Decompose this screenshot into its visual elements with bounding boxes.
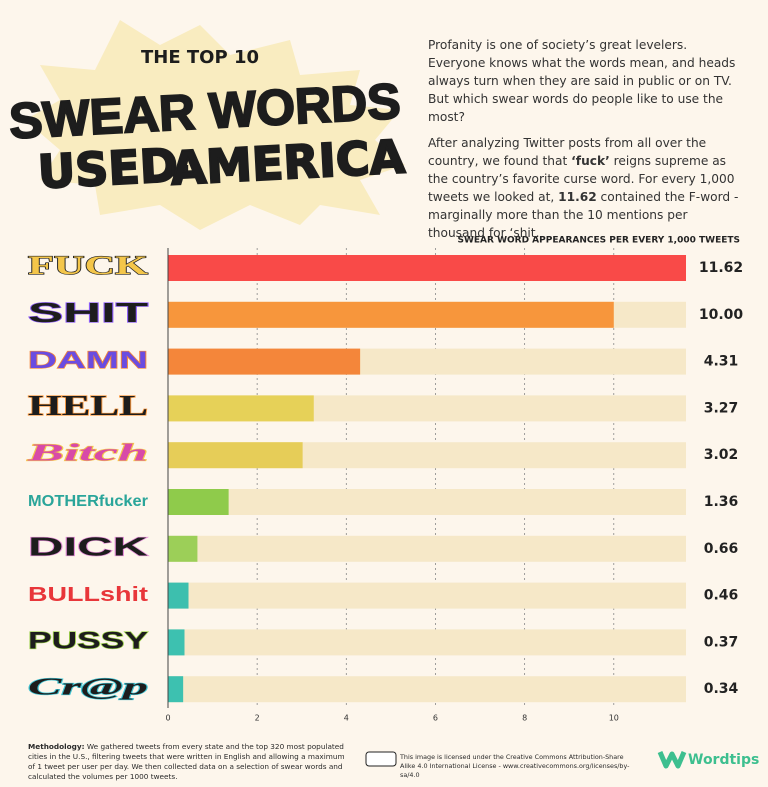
value-label: 4.31 (704, 354, 739, 370)
value-label: 3.02 (704, 447, 739, 463)
cc-badge (365, 751, 397, 767)
x-tick-label: 4 (344, 714, 349, 723)
brand: Wordtips (688, 752, 759, 768)
title-word: USED (36, 138, 179, 199)
bar (168, 255, 686, 281)
bar (168, 301, 614, 328)
bar (168, 348, 361, 375)
category-label: DICK (28, 532, 148, 562)
paragraph: Profanity is one of society’s great leve… (428, 38, 736, 124)
brand-logo (657, 751, 687, 769)
text: After analyzing Twitter posts from all o… (428, 136, 707, 168)
intro: Profanity is one of society’s great leve… (428, 36, 746, 250)
x-tick-label: 8 (522, 714, 527, 723)
bar (168, 395, 314, 422)
bar (168, 442, 303, 469)
category-label: PUSSY (28, 628, 148, 655)
value-label: 10.00 (699, 307, 744, 323)
value-label: 0.34 (704, 681, 739, 697)
category-label: BULLshit (28, 584, 148, 606)
category-label: FUCK (28, 251, 149, 280)
category-label: Bitch (26, 441, 148, 467)
kicker: THE TOP 10 (141, 47, 259, 68)
x-tick-label: 10 (609, 714, 619, 723)
starburst (25, 20, 405, 230)
bar (168, 535, 198, 562)
category-label: MOTHERfucker (28, 493, 148, 510)
paragraph: After analyzing Twitter posts from all o… (428, 134, 746, 242)
value-label: 0.66 (704, 541, 739, 557)
x-tick-label: 6 (433, 714, 438, 723)
value-label: 1.36 (704, 494, 739, 510)
bar-track (168, 676, 686, 703)
value-label: 0.37 (704, 634, 739, 650)
title-word: AMERICA (169, 129, 407, 195)
bar (168, 676, 184, 703)
bar-track (168, 629, 686, 656)
text: reigns supreme as the country’s favorite… (428, 154, 735, 204)
text: ‘fuck’ (571, 154, 610, 168)
value-label: 0.46 (704, 588, 739, 604)
bar-track (168, 582, 686, 609)
value-label: 3.27 (704, 400, 739, 416)
category-label: HELL (28, 391, 148, 422)
bar (168, 629, 185, 656)
bar (168, 582, 189, 609)
text: We gathered tweets from every state and … (28, 742, 345, 781)
category-label: Cr@p (28, 675, 148, 701)
text: contained the F-word - marginally more t… (428, 190, 739, 240)
label: Methodology: (28, 742, 85, 751)
category-label: SHIT (28, 297, 148, 328)
category-label: DAMN (28, 347, 148, 374)
bar (168, 489, 229, 515)
bar-track (168, 535, 686, 562)
text: 11.62 (558, 190, 597, 204)
x-tick-label: 0 (165, 714, 170, 723)
methodology: Methodology: We gathered tweets from eve… (28, 742, 348, 782)
title-word: IN (170, 162, 189, 181)
x-tick-label: 2 (255, 714, 260, 723)
bar-track (168, 489, 686, 515)
chart-title: SWEAR WORD APPEARANCES PER EVERY 1,000 T… (457, 236, 740, 246)
value-label: 11.62 (699, 260, 743, 276)
license: This image is licensed under the Creativ… (400, 753, 630, 779)
